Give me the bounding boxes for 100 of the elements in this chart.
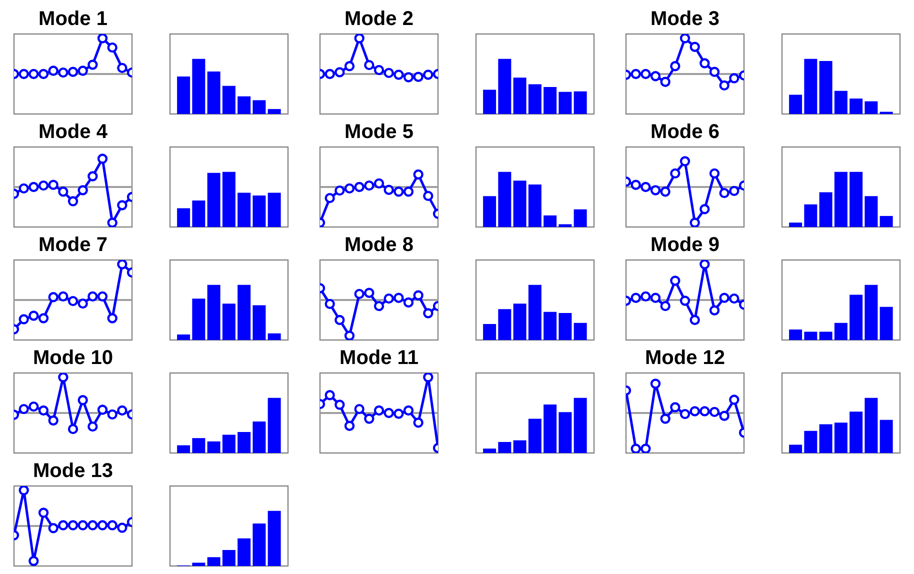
point bbox=[660, 414, 670, 424]
point bbox=[413, 290, 424, 300]
bar bbox=[192, 438, 206, 453]
point bbox=[117, 522, 128, 533]
bar bbox=[864, 284, 878, 340]
point bbox=[18, 183, 29, 194]
point bbox=[719, 80, 730, 91]
point bbox=[324, 390, 335, 400]
bar bbox=[528, 184, 542, 227]
point bbox=[107, 520, 118, 530]
point bbox=[374, 178, 384, 189]
point bbox=[413, 72, 424, 82]
point bbox=[364, 60, 374, 70]
point bbox=[88, 291, 98, 302]
bar bbox=[528, 418, 542, 453]
point bbox=[117, 62, 128, 74]
bar bbox=[238, 192, 251, 227]
point bbox=[117, 200, 128, 210]
point bbox=[374, 64, 384, 76]
point bbox=[690, 218, 700, 227]
point bbox=[28, 556, 39, 566]
bar bbox=[268, 333, 281, 340]
point bbox=[48, 415, 58, 426]
point bbox=[334, 314, 345, 326]
bar bbox=[483, 196, 496, 227]
point bbox=[660, 186, 670, 197]
bar bbox=[574, 209, 587, 227]
point bbox=[394, 408, 404, 419]
bar bbox=[222, 550, 236, 566]
bar bbox=[880, 306, 893, 340]
chart-title: Mode 6 bbox=[650, 121, 720, 143]
point bbox=[38, 180, 49, 191]
bar bbox=[850, 294, 863, 340]
bar bbox=[177, 76, 190, 114]
point bbox=[670, 402, 680, 412]
point bbox=[38, 313, 49, 324]
point bbox=[384, 293, 394, 304]
point bbox=[670, 168, 680, 179]
bar bbox=[177, 334, 190, 340]
point bbox=[28, 182, 39, 192]
bar bbox=[483, 448, 496, 453]
bar bbox=[574, 322, 587, 340]
point bbox=[344, 420, 355, 431]
chart-title: Mode 9 bbox=[650, 234, 720, 256]
point bbox=[97, 291, 108, 302]
bar bbox=[192, 298, 206, 340]
point bbox=[423, 308, 434, 318]
point bbox=[660, 300, 670, 312]
point bbox=[660, 76, 670, 87]
chart-title: Mode 5 bbox=[344, 121, 414, 143]
bar bbox=[207, 72, 220, 114]
point bbox=[354, 34, 364, 44]
bar bbox=[819, 424, 832, 453]
chart-title: Mode 13 bbox=[32, 460, 114, 482]
bar bbox=[513, 304, 526, 340]
point bbox=[630, 68, 641, 80]
point bbox=[670, 61, 680, 72]
bar bbox=[558, 224, 572, 227]
point bbox=[364, 288, 374, 298]
point bbox=[709, 305, 720, 316]
point bbox=[107, 218, 118, 227]
point bbox=[58, 186, 68, 197]
point bbox=[18, 404, 29, 414]
bar bbox=[528, 84, 542, 114]
chart-title: Mode 2 bbox=[344, 8, 414, 30]
point bbox=[680, 296, 690, 306]
point bbox=[18, 486, 29, 496]
bar bbox=[544, 86, 557, 114]
chart-title: Mode 12 bbox=[644, 347, 726, 369]
bar bbox=[238, 96, 251, 114]
point bbox=[423, 70, 434, 80]
point bbox=[640, 291, 651, 302]
point bbox=[68, 520, 78, 530]
point bbox=[630, 292, 641, 303]
bar bbox=[238, 432, 251, 453]
bar bbox=[483, 90, 496, 114]
bar bbox=[819, 332, 832, 340]
point bbox=[719, 188, 730, 198]
point bbox=[700, 260, 710, 270]
bar bbox=[222, 304, 236, 340]
bar bbox=[238, 538, 251, 566]
point bbox=[690, 314, 700, 326]
bar bbox=[834, 90, 848, 114]
bar bbox=[850, 98, 863, 114]
point bbox=[403, 186, 414, 197]
point bbox=[88, 171, 98, 182]
point bbox=[354, 404, 364, 414]
bar bbox=[177, 445, 190, 453]
point bbox=[344, 61, 355, 72]
bar bbox=[789, 444, 802, 453]
point bbox=[423, 373, 434, 382]
point bbox=[58, 373, 68, 382]
point bbox=[28, 310, 39, 321]
point bbox=[28, 68, 39, 80]
bar bbox=[268, 510, 281, 566]
point bbox=[58, 67, 68, 78]
bar bbox=[222, 86, 236, 114]
point bbox=[18, 314, 29, 324]
bar bbox=[268, 398, 281, 453]
point bbox=[97, 154, 108, 164]
